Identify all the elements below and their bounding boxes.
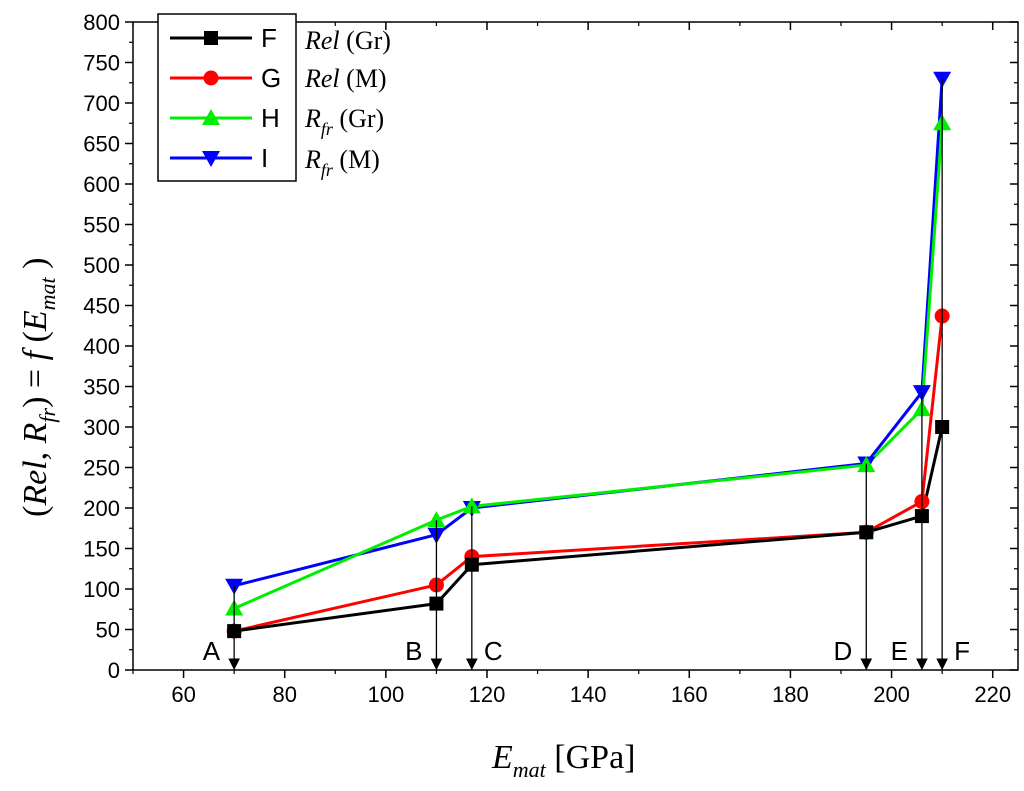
y-tick-label: 350 xyxy=(83,375,120,400)
y-tick-label: 300 xyxy=(83,415,120,440)
y-tick-label: 650 xyxy=(83,132,120,157)
y-axis-title: (Rel, Rfr) = f (Emat ) xyxy=(17,258,60,518)
marker-label-E: E xyxy=(891,636,908,666)
legend-marker-G xyxy=(203,70,219,86)
legend-desc-H: Rfr (Gr) xyxy=(304,104,384,139)
legend-marker-H xyxy=(202,109,220,125)
x-tick-label: 200 xyxy=(873,682,910,707)
data-point-H xyxy=(427,511,446,528)
y-tick-label: 250 xyxy=(83,456,120,481)
legend-marker-I xyxy=(202,151,220,167)
marker-label-B: B xyxy=(405,636,422,666)
legend-desc-G: Rel (M) xyxy=(304,64,387,93)
marker-label-C: C xyxy=(484,636,503,666)
y-tick-label: 750 xyxy=(83,51,120,76)
marker-label-D: D xyxy=(834,636,853,666)
marker-label-A: A xyxy=(203,636,221,666)
series-line-G xyxy=(233,315,944,633)
y-tick-label: 0 xyxy=(108,658,120,683)
legend-desc-F: Rel (Gr) xyxy=(304,26,391,55)
y-tick-label: 500 xyxy=(83,253,120,278)
plot-frame xyxy=(132,21,1019,671)
y-tick-label: 600 xyxy=(83,172,120,197)
series-line-F xyxy=(233,426,944,633)
legend-marker-F xyxy=(204,31,218,45)
x-axis-title: Emat [GPa] xyxy=(491,739,635,782)
x-tick-label: 60 xyxy=(171,682,195,707)
legend-desc-I: Rfr (M) xyxy=(304,145,380,180)
y-tick-label: 550 xyxy=(83,213,120,238)
x-tick-label: 80 xyxy=(272,682,296,707)
x-tick-label: 120 xyxy=(469,682,506,707)
legend-label-G: G xyxy=(261,63,281,93)
x-tick-label: 220 xyxy=(974,682,1011,707)
y-tick-label: 200 xyxy=(83,496,120,521)
y-tick-label: 800 xyxy=(83,10,120,35)
axis-ticks: 0 50 100 150 200 250 300 350 400 450 500 550 600 650 7… xyxy=(83,10,1018,707)
marker-arrows: A B C D E F xyxy=(203,78,970,671)
y-tick-label: 700 xyxy=(83,91,120,116)
x-tick-label: 100 xyxy=(367,682,404,707)
legend-label-I: I xyxy=(261,143,268,173)
marker-label-F: F xyxy=(954,636,970,666)
y-tick-label: 50 xyxy=(96,618,120,643)
legend-descriptions: Rel (Gr) Rel (M) Rfr (Gr) Rfr (M) xyxy=(304,26,391,180)
x-tick-label: 180 xyxy=(772,682,809,707)
y-tick-label: 100 xyxy=(83,577,120,602)
y-tick-label: 150 xyxy=(83,537,120,562)
x-tick-label: 140 xyxy=(570,682,607,707)
series-line-H xyxy=(233,123,944,610)
data-point-H xyxy=(462,497,481,514)
legend-label-F: F xyxy=(261,23,277,53)
legend-label-H: H xyxy=(261,103,280,133)
y-tick-label: 450 xyxy=(83,294,120,319)
legend-box xyxy=(157,13,297,182)
y-tick-label: 400 xyxy=(83,334,120,359)
x-tick-label: 160 xyxy=(671,682,708,707)
